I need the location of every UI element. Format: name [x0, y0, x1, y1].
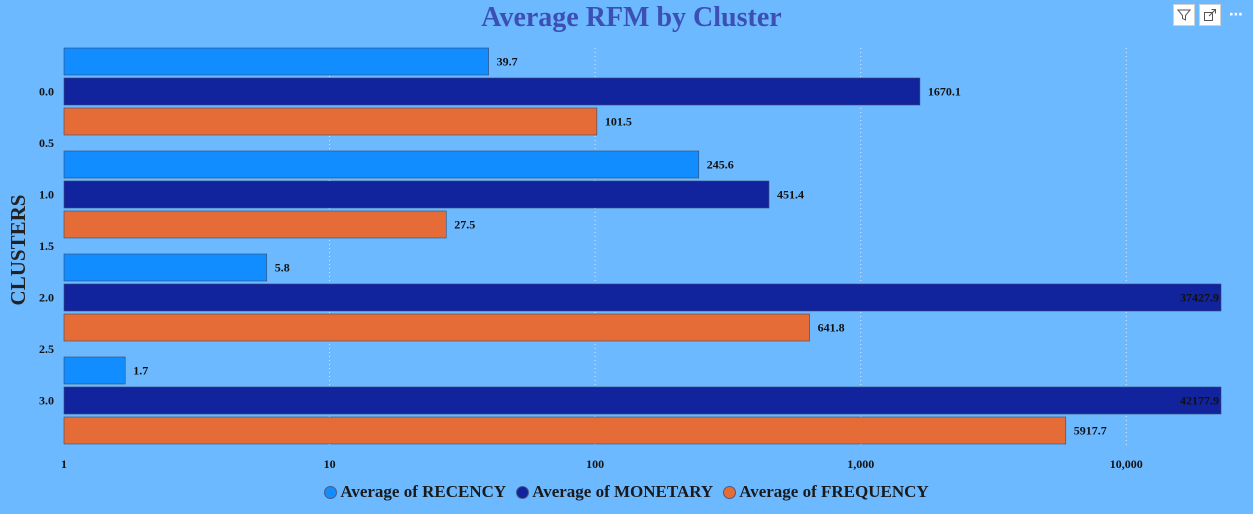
bar-monetary[interactable]: [63, 386, 1222, 415]
bars: [63, 47, 1222, 445]
bar-monetary[interactable]: [63, 180, 770, 209]
focus-mode-icon[interactable]: [1199, 4, 1221, 26]
bar-monetary[interactable]: [63, 77, 921, 106]
data-label-monetary: 42177.9: [1180, 394, 1219, 408]
plot-area: 39.71670.1101.5245.6451.427.55.837427.96…: [6, 47, 1222, 471]
gridlines: [329, 48, 1127, 448]
legend-item-recency[interactable]: Average of RECENCY: [324, 482, 506, 502]
more-options-icon[interactable]: ⋯: [1229, 7, 1243, 23]
bar-recency[interactable]: [63, 47, 489, 76]
filter-icon[interactable]: [1173, 4, 1195, 26]
x-tick-label: 1,000: [847, 457, 874, 471]
legend-swatch-monetary: [516, 485, 530, 499]
y-tick-label: 0.5: [39, 136, 54, 150]
y-tick-label: 1.0: [39, 188, 54, 202]
y-tick-label: 2.5: [39, 342, 54, 356]
y-axis-title: CLUSTERS: [6, 195, 30, 306]
bar-recency[interactable]: [63, 253, 268, 282]
data-label-recency: 245.6: [707, 158, 734, 172]
data-label-recency: 5.8: [275, 261, 290, 275]
chart-title: Average RFM by Cluster: [481, 2, 782, 33]
x-tick-label: 100: [586, 457, 604, 471]
data-label-monetary: 451.4: [777, 188, 804, 202]
legend-item-frequency[interactable]: Average of FREQUENCY: [723, 482, 929, 502]
data-label-frequency: 27.5: [454, 218, 475, 232]
y-tick-label: 3.0: [39, 394, 54, 408]
bar-monetary[interactable]: [63, 283, 1222, 312]
data-labels: 39.7 1670.1 101.5 245.6 451.4 27.5 5.8 37427.9 6…: [133, 55, 1219, 438]
data-label-frequency: 5917.7: [1074, 424, 1107, 438]
bar-frequency[interactable]: [63, 416, 1067, 445]
data-label-monetary: 1670.1: [928, 85, 961, 99]
bar-recency[interactable]: [63, 150, 700, 179]
bar-frequency[interactable]: [63, 313, 810, 342]
bar-frequency[interactable]: [63, 107, 598, 136]
bar-recency[interactable]: [63, 356, 126, 385]
legend-label-recency: Average of RECENCY: [340, 482, 507, 501]
legend-swatch-frequency: [723, 485, 737, 499]
bar-frequency[interactable]: [63, 210, 447, 239]
legend-label-frequency: Average of FREQUENCY: [739, 482, 929, 501]
data-label-monetary: 37427.9: [1180, 291, 1219, 305]
x-axis: 1 10 100 1,000 10,000: [61, 457, 1143, 471]
y-axis: 0.0 0.5 1.0 1.5 2.0 2.5 3.0: [39, 85, 54, 408]
data-label-recency: 1.7: [133, 364, 148, 378]
legend: Average of RECENCY Average of MONETARY A…: [0, 482, 1253, 502]
y-tick-label: 1.5: [39, 239, 54, 253]
x-tick-label: 10: [324, 457, 336, 471]
data-label-frequency: 101.5: [605, 115, 632, 129]
data-label-recency: 39.7: [497, 55, 518, 69]
y-tick-label: 0.0: [39, 85, 54, 99]
x-tick-label: 1: [61, 457, 67, 471]
visual-toolbar: ⋯: [1173, 4, 1247, 26]
legend-item-monetary[interactable]: Average of MONETARY: [516, 482, 713, 502]
data-label-frequency: 641.8: [818, 321, 845, 335]
y-tick-label: 2.0: [39, 291, 54, 305]
legend-label-monetary: Average of MONETARY: [532, 482, 714, 501]
x-tick-label: 10,000: [1110, 457, 1143, 471]
legend-swatch-recency: [324, 485, 338, 499]
